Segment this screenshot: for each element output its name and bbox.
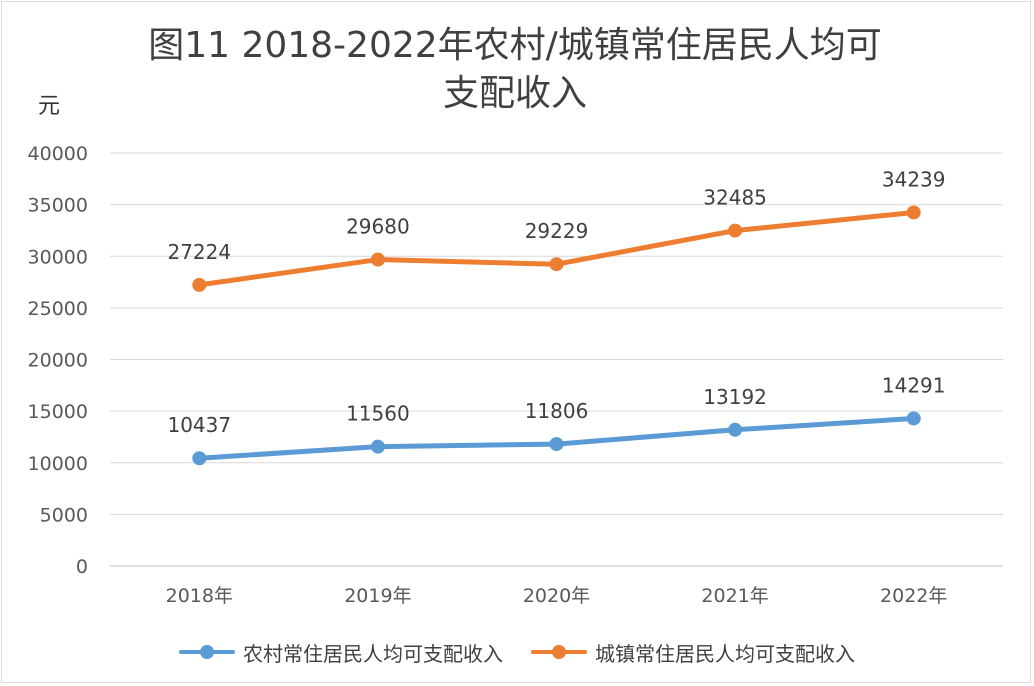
data-label-0-4: 14291 [882, 373, 946, 397]
y-tick-label-35000: 35000 [28, 195, 88, 217]
data-point-1-3 [728, 223, 743, 238]
legend-swatch-urban [531, 645, 587, 659]
x-tick-label-2: 2020年 [523, 585, 590, 607]
y-tick-label-10000: 10000 [28, 453, 88, 475]
legend-swatch-rural [179, 645, 235, 659]
chart-title-line-2: 支配收入 [442, 73, 587, 114]
data-point-0-3 [728, 422, 743, 437]
gridlines [110, 152, 1003, 567]
x-tick-label-1: 2019年 [344, 585, 411, 607]
legend-label-rural: 农村常住居民人均可支配收入 [243, 641, 503, 666]
y-tick-label-40000: 40000 [28, 143, 88, 165]
data-point-1-4 [906, 205, 921, 220]
data-label-0-1: 11560 [346, 402, 410, 426]
y-tick-label-15000: 15000 [28, 401, 88, 423]
legend-item-urban: 城镇常住居民人均可支配收入 [531, 638, 855, 667]
chart-title: 图11 2018-2022年农村/城镇常住居民人均可 支配收入 [110, 22, 920, 118]
y-tick-label-30000: 30000 [28, 246, 88, 268]
x-axis-ticks: 2018年 2019年 2020年 2021年 2022年 [166, 585, 948, 607]
x-tick-label-3: 2021年 [701, 585, 768, 607]
x-tick-label-4: 2022年 [880, 585, 947, 607]
data-label-0-2: 11806 [525, 399, 589, 423]
data-label-1-0: 27224 [167, 240, 231, 264]
data-point-1-0 [192, 277, 207, 292]
data-label-0-0: 10437 [167, 413, 231, 437]
data-label-1-4: 34239 [882, 167, 946, 191]
data-point-1-2 [549, 257, 564, 272]
chart-title-line-1: 图11 2018-2022年农村/城镇常住居民人均可 [148, 25, 882, 66]
y-tick-label-5000: 5000 [40, 504, 88, 526]
x-tick-label-0: 2018年 [166, 585, 233, 607]
y-tick-label-20000: 20000 [28, 350, 88, 372]
data-label-0-3: 13192 [703, 385, 767, 409]
legend-label-urban: 城镇常住居民人均可支配收入 [595, 641, 855, 666]
data-label-1-2: 29229 [525, 219, 589, 243]
data-point-0-1 [370, 439, 385, 454]
data-label-1-1: 29680 [346, 215, 410, 239]
y-axis-ticks: 0 5000 10000 15000 20000 25000 30000 35000 40000 [28, 143, 88, 578]
y-tick-label-25000: 25000 [28, 298, 88, 320]
legend: 农村常住居民人均可支配收入 城镇常住居民人均可支配收入 [0, 636, 1034, 668]
legend-item-rural: 农村常住居民人均可支配收入 [179, 638, 503, 667]
data-point-0-2 [549, 437, 564, 452]
y-axis-unit-label: 元 [38, 94, 61, 119]
data-labels: 10437 11560 11806 13192 14291 27224 29680 29229… [167, 167, 945, 437]
data-point-1-1 [370, 252, 385, 267]
y-tick-label-0: 0 [76, 556, 88, 578]
data-point-0-0 [192, 451, 207, 466]
series-points [192, 205, 921, 466]
data-point-0-4 [906, 411, 921, 426]
data-label-1-3: 32485 [703, 186, 767, 210]
